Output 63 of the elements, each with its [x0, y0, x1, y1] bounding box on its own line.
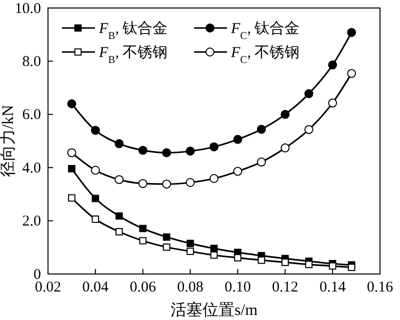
x-tick-label: 0.16: [366, 280, 394, 296]
point: [139, 237, 147, 244]
point: [67, 99, 76, 108]
legend-label: F$_{B}$, 钛合金: [98, 20, 168, 42]
point: [280, 110, 290, 119]
point: [90, 166, 100, 175]
point: [305, 260, 313, 268]
point: [186, 146, 195, 156]
point: [256, 158, 266, 166]
point: [138, 146, 148, 155]
y-axis-title: 径向力/kN: [0, 104, 17, 177]
point: [114, 175, 124, 184]
x-axis-title: 活塞位置s/m: [170, 301, 258, 319]
point: [115, 228, 123, 236]
point: [347, 68, 356, 78]
legend-label: F$_{C}$, 不锈钢: [230, 45, 300, 66]
y-tick-label: 4.0: [22, 160, 41, 176]
point: [328, 98, 338, 108]
point: [347, 28, 356, 37]
point: [115, 212, 123, 220]
point: [92, 216, 100, 223]
point: [233, 134, 242, 144]
point: [233, 166, 242, 176]
y-tick-label: 10.0: [14, 0, 41, 17]
point: [304, 125, 314, 134]
point: [162, 148, 172, 158]
point: [281, 258, 289, 266]
legend-label: F$_{C}$, 钛合金: [230, 20, 300, 42]
point: [304, 89, 314, 98]
x-tick-label: 0.06: [130, 280, 156, 296]
point: [256, 124, 266, 134]
point: [186, 178, 195, 187]
x-tick-label: 0.08: [177, 280, 204, 296]
point: [234, 254, 242, 262]
point: [138, 179, 148, 188]
point: [258, 256, 266, 264]
point: [210, 251, 218, 259]
x-tick-label: 0.10: [224, 280, 251, 296]
point: [90, 126, 100, 135]
point: [328, 262, 336, 270]
point: [328, 60, 338, 70]
x-tick-label: 0.04: [82, 280, 110, 296]
point: [280, 143, 290, 152]
x-tick-label: 0.14: [319, 280, 346, 296]
point: [210, 142, 218, 152]
point: [68, 165, 76, 172]
point: [210, 174, 218, 183]
point: [162, 243, 170, 251]
point: [68, 194, 76, 202]
y-tick-label: 8.0: [22, 54, 41, 70]
point: [67, 148, 76, 158]
y-tick-label: 2.0: [22, 214, 41, 230]
point: [348, 264, 356, 272]
point: [92, 194, 100, 202]
point: [186, 240, 194, 248]
point: [114, 139, 124, 148]
point: [162, 180, 172, 189]
y-tick-label: 6.0: [22, 107, 41, 124]
point: [162, 233, 170, 241]
point: [186, 248, 194, 256]
legend-label: F$_{B}$, 不锈钢: [98, 45, 168, 66]
point: [139, 224, 147, 232]
x-tick-label: 0.12: [272, 280, 298, 296]
